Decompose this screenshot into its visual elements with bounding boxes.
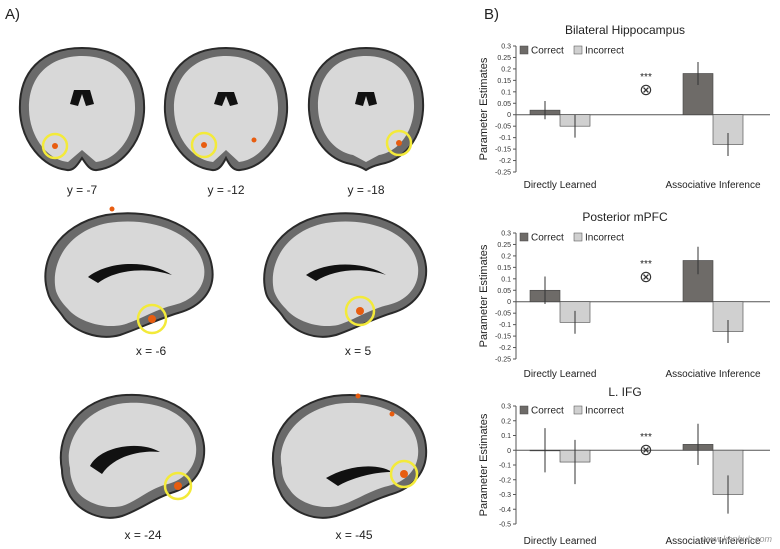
sagittal-brain-3: [59, 393, 206, 519]
category-label: Associative Inference: [665, 369, 760, 380]
coronal-brain-3: [307, 46, 425, 172]
legend-label: Incorrect: [585, 46, 624, 57]
bar-chart: L. IFG Parameter Estimates 0.3 0.2 0.1 0 -0.1 -…: [478, 385, 770, 547]
y-tick-label: -0.4: [499, 507, 511, 514]
y-tick-label: -0.05: [495, 311, 511, 318]
chart-hippocampus: Bilateral Hippocampus Parameter Estimates…: [450, 20, 780, 190]
y-tick-label: -0.2: [499, 345, 511, 352]
y-tick-label: 0.05: [497, 101, 511, 108]
y-tick-label: 0.2: [501, 66, 511, 73]
y-tick-label: -0.3: [499, 492, 511, 499]
y-tick-label: -0.2: [499, 477, 511, 484]
y-tick-label: -0.25: [495, 170, 511, 177]
legend-label: Correct: [531, 46, 564, 57]
interaction-icon: ⊗: [639, 80, 652, 99]
category-label: Associative Inference: [665, 180, 760, 190]
sagittal-brain-2: [263, 212, 428, 338]
y-tick-label: 0.3: [501, 44, 511, 51]
interaction-icon: ⊗: [639, 440, 652, 459]
legend-label: Incorrect: [585, 406, 624, 417]
y-tick-label: -0.5: [499, 522, 511, 529]
panel-a-label: A): [5, 6, 20, 23]
legend-label: Incorrect: [585, 233, 624, 244]
significance-stars: ***: [640, 259, 652, 270]
legend-swatch: [519, 45, 529, 55]
coord-label: y = -7: [66, 183, 98, 197]
coord-label: y = -18: [347, 183, 385, 197]
y-tick-label: 0.25: [497, 242, 511, 249]
legend-swatch: [573, 405, 583, 415]
y-axis-label: Parameter Estimates: [478, 413, 490, 516]
y-tick-label: 0.2: [501, 253, 511, 260]
y-tick-label: 0.3: [501, 404, 511, 411]
panel-b-label: B): [484, 6, 499, 23]
legend-swatch: [573, 45, 583, 55]
legend-swatch: [519, 232, 529, 242]
chart-ifg: L. IFG Parameter Estimates 0.3 0.2 0.1 0 -0.1 -…: [450, 384, 780, 549]
y-tick-label: -0.2: [499, 158, 511, 165]
y-tick-label: 0.1: [501, 89, 511, 96]
y-tick-label: -0.1: [499, 135, 511, 142]
chart-title: Bilateral Hippocampus: [565, 23, 685, 37]
watermark: www.kenhub.com: [701, 534, 772, 544]
coronal-brain-2: [163, 46, 289, 172]
y-tick-label: 0.1: [501, 433, 511, 440]
chart-title: Posterior mPFC: [582, 210, 668, 224]
coord-label: x = 5: [344, 344, 372, 358]
bar-chart: Posterior mPFC Parameter Estimates 0.3 0.25…: [478, 210, 770, 380]
category-label: Directly Learned: [524, 369, 597, 380]
category-label: Directly Learned: [524, 180, 597, 190]
interaction-icon: ⊗: [639, 267, 652, 286]
y-tick-label: -0.25: [495, 357, 511, 364]
coord-label: y = -12: [207, 183, 245, 197]
sagittal-brain-1: [44, 206, 214, 338]
coord-label: x = -24: [124, 528, 162, 542]
chart-title: L. IFG: [608, 385, 641, 399]
coronal-brain-1: [12, 42, 152, 177]
y-tick-label: 0.25: [497, 55, 511, 62]
y-tick-label: 0: [507, 112, 511, 119]
y-tick-label: 0.15: [497, 78, 511, 85]
y-tick-label: -0.15: [495, 147, 511, 154]
sagittal-brain-4: [271, 393, 428, 519]
y-tick-label: -0.05: [495, 124, 511, 131]
category-label: Directly Learned: [524, 536, 597, 547]
y-tick-label: 0.15: [497, 265, 511, 272]
coord-label: x = -6: [135, 344, 167, 358]
y-tick-label: -0.1: [499, 463, 511, 470]
y-tick-label: 0: [507, 299, 511, 306]
legend-label: Correct: [531, 233, 564, 244]
chart-mpfc: Posterior mPFC Parameter Estimates 0.3 0.25…: [450, 207, 780, 382]
y-tick-label: -0.15: [495, 334, 511, 341]
y-tick-label: 0.05: [497, 288, 511, 295]
legend-swatch: [573, 232, 583, 242]
significance-stars: ***: [640, 72, 652, 83]
y-tick-label: -0.1: [499, 322, 511, 329]
y-axis-label: Parameter Estimates: [478, 57, 490, 160]
coord-label: x = -45: [335, 528, 373, 542]
legend-label: Correct: [531, 406, 564, 417]
significance-stars: ***: [640, 432, 652, 443]
y-tick-label: 0.3: [501, 231, 511, 238]
y-tick-label: 0: [507, 448, 511, 455]
bar-chart: Bilateral Hippocampus Parameter Estimates…: [478, 23, 770, 190]
category-label: Associative Inference: [665, 536, 760, 547]
legend-swatch: [519, 405, 529, 415]
y-tick-label: 0.2: [501, 418, 511, 425]
y-axis-label: Parameter Estimates: [478, 244, 490, 347]
y-tick-label: 0.1: [501, 276, 511, 283]
